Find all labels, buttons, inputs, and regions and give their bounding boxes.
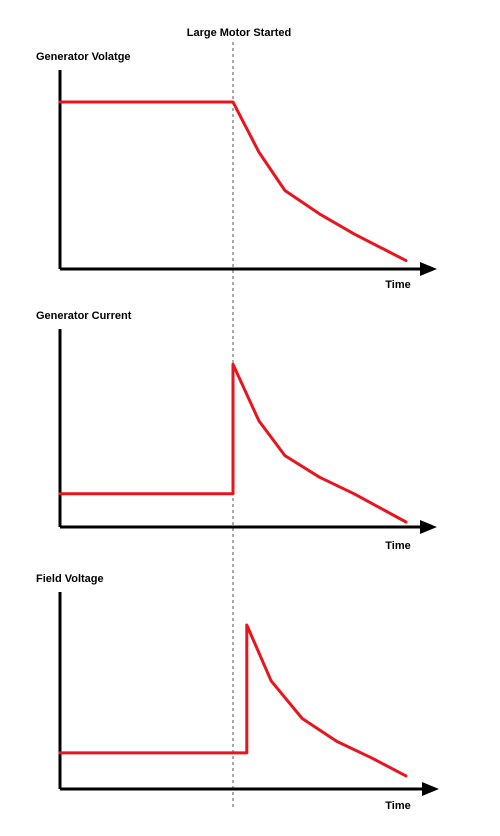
panel-title: Generator Current bbox=[36, 310, 132, 322]
panel-title: Field Voltage bbox=[36, 573, 104, 585]
series-line bbox=[58, 362, 408, 524]
x-axis-arrow-icon bbox=[420, 520, 437, 534]
panel-field-voltage: Field Voltage Time bbox=[36, 573, 439, 812]
event-label: Large Motor Started bbox=[187, 27, 292, 39]
x-axis-label: Time bbox=[385, 800, 410, 812]
x-axis-label: Time bbox=[385, 279, 410, 291]
x-axis-label: Time bbox=[385, 540, 410, 552]
panel-generator-current: Generator Current Time bbox=[36, 310, 437, 552]
x-axis-arrow-icon bbox=[420, 262, 437, 276]
x-axis-arrow-icon bbox=[422, 782, 439, 796]
panel-generator-voltage: Generator Volatge Time bbox=[36, 51, 437, 291]
series-line bbox=[58, 623, 408, 778]
series-line bbox=[58, 100, 408, 263]
panel-title: Generator Volatge bbox=[36, 51, 131, 63]
